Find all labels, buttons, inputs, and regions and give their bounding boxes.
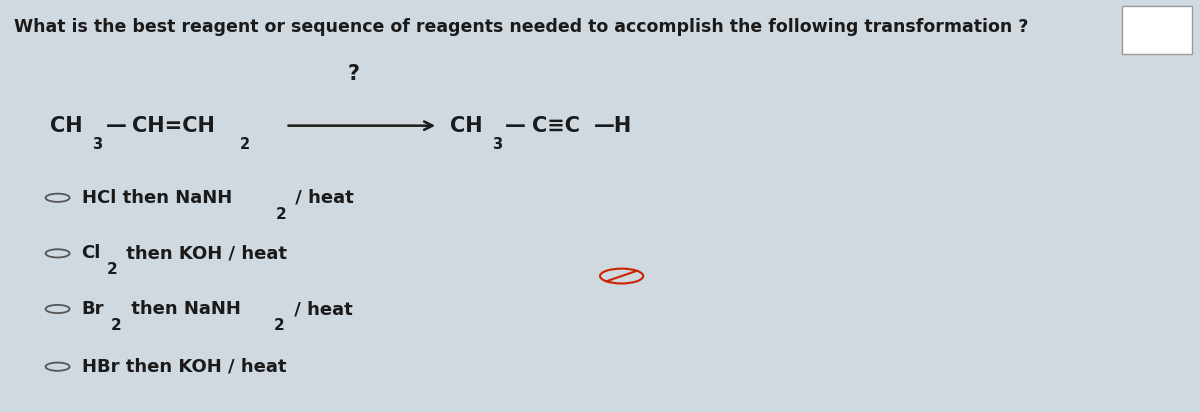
Text: —H: —H (594, 116, 632, 136)
Text: Br: Br (82, 300, 104, 318)
Text: / heat: / heat (289, 189, 354, 207)
Text: / heat: / heat (288, 300, 353, 318)
Text: 2: 2 (110, 318, 121, 333)
Text: then KOH / heat: then KOH / heat (120, 244, 288, 262)
Text: Cl: Cl (82, 244, 101, 262)
Text: What is the best reagent or sequence of reagents needed to accomplish the follow: What is the best reagent or sequence of … (14, 18, 1028, 36)
Text: CH=CH: CH=CH (132, 116, 215, 136)
Text: 3: 3 (492, 137, 503, 152)
Text: HCl then NaNH: HCl then NaNH (82, 189, 232, 207)
Text: 2: 2 (240, 137, 250, 152)
FancyBboxPatch shape (1122, 6, 1192, 54)
Text: C≡C: C≡C (532, 116, 580, 136)
Text: 3: 3 (92, 137, 103, 152)
Text: then NaNH: then NaNH (125, 300, 240, 318)
Text: 2: 2 (107, 262, 118, 277)
Text: 2: 2 (274, 318, 284, 333)
Text: 2: 2 (276, 207, 287, 222)
Text: ?: ? (348, 64, 360, 84)
Text: CH: CH (450, 116, 482, 136)
Text: CH: CH (50, 116, 83, 136)
Text: HBr then KOH / heat: HBr then KOH / heat (82, 358, 286, 376)
Text: —: — (505, 116, 526, 136)
Text: —: — (106, 116, 126, 136)
